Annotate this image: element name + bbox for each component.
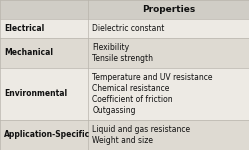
Text: Coefficient of friction: Coefficient of friction bbox=[92, 95, 173, 104]
Text: Mechanical: Mechanical bbox=[4, 48, 53, 57]
Text: Chemical resistance: Chemical resistance bbox=[92, 84, 170, 93]
Bar bbox=[0, 120, 249, 150]
Bar bbox=[0, 38, 249, 68]
Text: Electrical: Electrical bbox=[4, 24, 44, 33]
Bar bbox=[0, 19, 249, 38]
Text: Weight and size: Weight and size bbox=[92, 136, 153, 145]
Text: Environmental: Environmental bbox=[4, 89, 67, 98]
Text: Application-Specific: Application-Specific bbox=[4, 130, 90, 140]
Text: Tensile strength: Tensile strength bbox=[92, 54, 153, 63]
Text: Dielectric constant: Dielectric constant bbox=[92, 24, 165, 33]
Text: Flexibility: Flexibility bbox=[92, 43, 129, 52]
Text: Properties: Properties bbox=[142, 5, 195, 14]
Bar bbox=[0, 0, 249, 19]
Bar bbox=[0, 68, 249, 120]
Text: Temperature and UV resistance: Temperature and UV resistance bbox=[92, 73, 213, 82]
Text: Outgassing: Outgassing bbox=[92, 106, 136, 115]
Text: Liquid and gas resistance: Liquid and gas resistance bbox=[92, 125, 190, 134]
